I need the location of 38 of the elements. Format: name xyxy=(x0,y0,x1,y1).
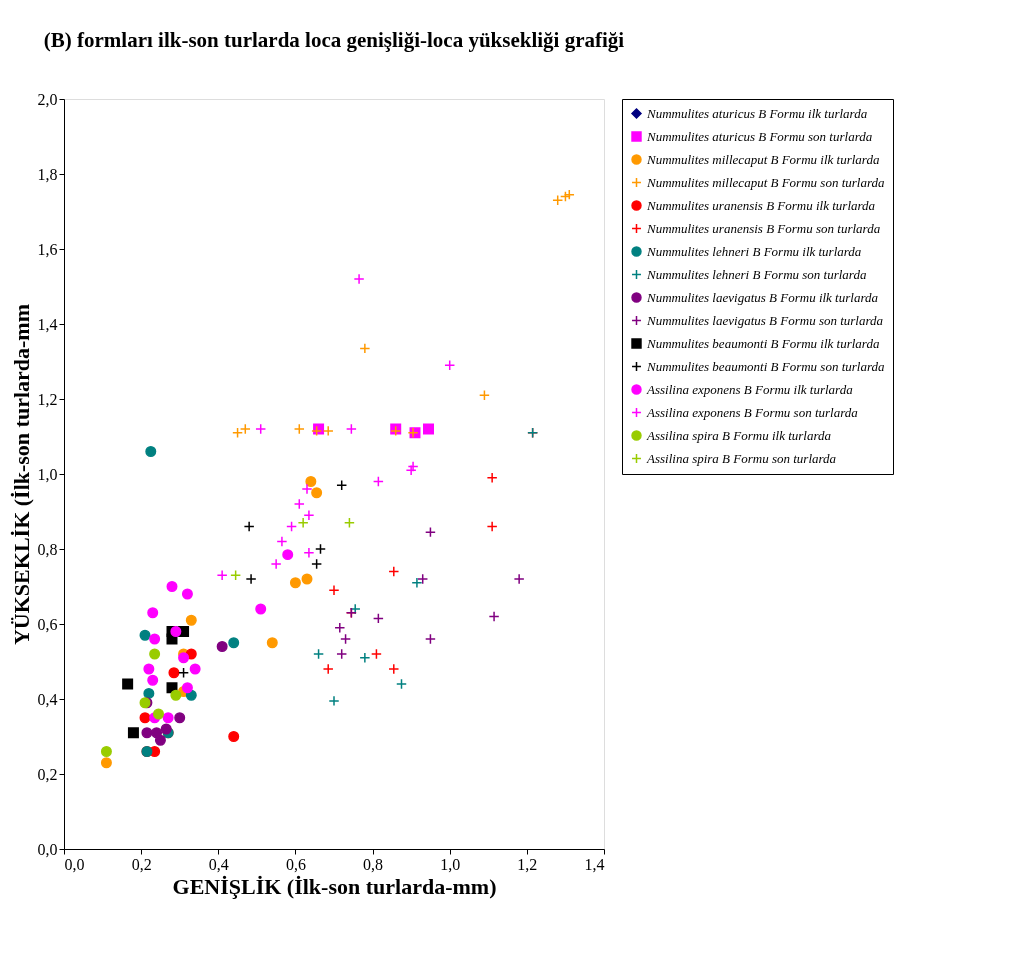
legend-label: Nummulites millecaput B Formu ilk turlarda xyxy=(646,151,880,167)
legend-label: Nummulites laevigatus B Formu ilk turlarda xyxy=(646,289,879,305)
y-tick-label: 1,0 xyxy=(37,465,58,483)
chart-title: (B) formları ilk-son turlarda loca genişliği-loca yüksekliği grafiği xyxy=(43,28,625,52)
y-tick-label: 1,8 xyxy=(37,165,58,183)
x-tick-label: 0,4 xyxy=(208,855,229,873)
x-tick-label: 1,0 xyxy=(440,855,461,873)
y-tick-label: 1,6 xyxy=(37,240,58,258)
legend-label: Assilina exponens B Formu son turlarda xyxy=(646,404,859,420)
y-tick-label: 0,6 xyxy=(37,615,58,633)
legend-label: Nummulites lehneri B Formu son turlarda xyxy=(646,266,867,282)
x-tick-label: 0,0 xyxy=(64,855,85,873)
legend-label: Nummulites laevigatus B Formu son turlarda xyxy=(646,312,884,328)
legend-label: Nummulites aturicus B Formu son turlarda xyxy=(646,128,873,144)
x-axis-title: GENİŞLİK (İlk-son turlarda-mm) xyxy=(172,873,497,899)
legend-label: Nummulites millecaput B Formu son turlarda xyxy=(646,174,885,190)
y-tick-label: 0,8 xyxy=(37,540,58,558)
x-tick-label: 1,2 xyxy=(517,855,538,873)
x-tick-label: 1,4 xyxy=(584,855,605,873)
y-axis-title: YÜKSEKLİK (İlk-son turlarda-mm xyxy=(8,303,34,646)
y-tick-label: 0,0 xyxy=(37,840,58,858)
legend-label: Nummulites uranensis B Formu ilk turlarda xyxy=(646,197,876,213)
legend-label: Assilina spira B Formu son turlarda xyxy=(646,450,837,466)
legend-label: Nummulites beaumonti B Formu ilk turlarda xyxy=(646,335,880,351)
x-tick-label: 0,8 xyxy=(363,855,384,873)
y-tick-label: 1,4 xyxy=(37,315,58,333)
x-tick-label: 0,6 xyxy=(285,855,306,873)
y-tick-label: 0,2 xyxy=(37,765,58,783)
legend-label: Nummulites aturicus B Formu ilk turlarda xyxy=(646,105,868,121)
legend-label: Nummulites beaumonti B Formu son turlarda xyxy=(646,358,885,374)
y-tick-label: 1,2 xyxy=(37,390,58,408)
y-tick-label: 0,4 xyxy=(37,690,58,708)
x-tick-label: 0,2 xyxy=(131,855,152,873)
legend-label: Nummulites lehneri B Formu ilk turlarda xyxy=(646,243,862,259)
y-tick-label: 2,0 xyxy=(37,90,58,108)
legend-label: Assilina spira B Formu ilk turlarda xyxy=(646,427,832,443)
legend-label: Assilina exponens B Formu ilk turlarda xyxy=(646,381,854,397)
legend-label: Nummulites uranensis B Formu son turlarda xyxy=(646,220,881,236)
